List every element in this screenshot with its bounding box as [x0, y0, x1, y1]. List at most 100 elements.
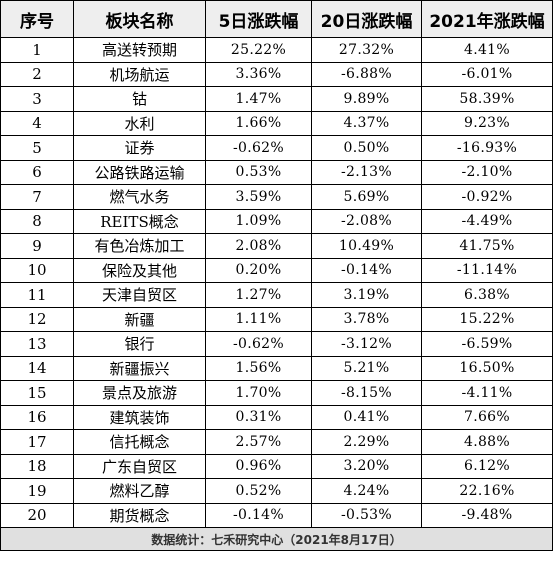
row-index-cell: 5 [0, 135, 74, 161]
change-2021-cell: -4.11% [421, 380, 553, 406]
change-5d-cell: 0.52% [205, 478, 312, 504]
sector-name-cell: 燃料乙醇 [73, 478, 206, 504]
sector-name-cell: 水利 [73, 110, 206, 136]
change-5d-cell: 1.70% [205, 380, 312, 406]
data-source-note: 数据统计：七禾研究中心（2021年8月17日） [0, 527, 553, 551]
change-20d-cell: 9.89% [311, 86, 422, 112]
change-5d-cell: 1.47% [205, 86, 312, 112]
row-index-cell: 6 [0, 159, 74, 185]
change-2021-cell: 6.38% [421, 282, 553, 308]
sector-name-cell: 天津自贸区 [73, 282, 206, 308]
change-2021-cell: 58.39% [421, 86, 553, 112]
table-row: 11 天津自贸区 1.27% 3.19% 6.38% [0, 282, 553, 308]
change-20d-cell: -2.08% [311, 208, 422, 234]
header-20d-change: 20日涨跌幅 [311, 0, 422, 38]
change-20d-cell: 5.21% [311, 355, 422, 381]
change-20d-cell: -0.14% [311, 257, 422, 283]
row-index-cell: 2 [0, 61, 74, 87]
sector-name-cell: 建筑装饰 [73, 404, 206, 430]
change-5d-cell: 1.27% [205, 282, 312, 308]
footer-row: 数据统计：七禾研究中心（2021年8月17日） [0, 527, 553, 551]
change-2021-cell: -6.01% [421, 61, 553, 87]
header-2021-change: 2021年涨跌幅 [421, 0, 553, 38]
change-2021-cell: -2.10% [421, 159, 553, 185]
change-20d-cell: -6.88% [311, 61, 422, 87]
change-2021-cell: -6.59% [421, 331, 553, 357]
change-2021-cell: 9.23% [421, 110, 553, 136]
change-5d-cell: 2.57% [205, 429, 312, 455]
header-row: 序号 板块名称 5日涨跌幅 20日涨跌幅 2021年涨跌幅 [0, 0, 553, 38]
sector-name-cell: 广东自贸区 [73, 453, 206, 479]
change-2021-cell: 7.66% [421, 404, 553, 430]
sector-name-cell: 新疆振兴 [73, 355, 206, 381]
change-5d-cell: 1.09% [205, 208, 312, 234]
change-2021-cell: -16.93% [421, 135, 553, 161]
row-index-cell: 11 [0, 282, 74, 308]
sector-name-cell: 公路铁路运输 [73, 159, 206, 185]
table-row: 20 期货概念 -0.14% -0.53% -9.48% [0, 502, 553, 528]
change-2021-cell: 6.12% [421, 453, 553, 479]
header-sector-name: 板块名称 [73, 0, 206, 38]
change-5d-cell: 2.08% [205, 233, 312, 259]
change-20d-cell: 10.49% [311, 233, 422, 259]
change-5d-cell: 3.59% [205, 184, 312, 210]
change-5d-cell: 1.11% [205, 306, 312, 332]
row-index-cell: 12 [0, 306, 74, 332]
change-20d-cell: 3.78% [311, 306, 422, 332]
table-row: 9 有色冶炼加工 2.08% 10.49% 41.75% [0, 233, 553, 259]
sector-name-cell: 信托概念 [73, 429, 206, 455]
table-row: 7 燃气水务 3.59% 5.69% -0.92% [0, 184, 553, 210]
change-5d-cell: -0.62% [205, 331, 312, 357]
row-index-cell: 1 [0, 37, 74, 63]
row-index-cell: 19 [0, 478, 74, 504]
sector-name-cell: 有色冶炼加工 [73, 233, 206, 259]
table-row: 8 REITS概念 1.09% -2.08% -4.49% [0, 208, 553, 234]
sector-name-cell: 银行 [73, 331, 206, 357]
row-index-cell: 8 [0, 208, 74, 234]
row-index-cell: 17 [0, 429, 74, 455]
change-2021-cell: -4.49% [421, 208, 553, 234]
table-row: 17 信托概念 2.57% 2.29% 4.88% [0, 429, 553, 455]
change-2021-cell: 41.75% [421, 233, 553, 259]
table-row: 10 保险及其他 0.20% -0.14% -11.14% [0, 257, 553, 283]
sector-name-cell: 保险及其他 [73, 257, 206, 283]
change-2021-cell: 15.22% [421, 306, 553, 332]
sector-name-cell: 高送转预期 [73, 37, 206, 63]
table-row: 18 广东自贸区 0.96% 3.20% 6.12% [0, 453, 553, 479]
table-body: 1 高送转预期 25.22% 27.32% 4.41% 2 机场航运 3.36% -6.88% -… [0, 37, 553, 528]
change-5d-cell: -0.14% [205, 502, 312, 528]
change-20d-cell: -0.53% [311, 502, 422, 528]
sector-name-cell: 景点及旅游 [73, 380, 206, 406]
change-2021-cell: 22.16% [421, 478, 553, 504]
sector-name-cell: 钴 [73, 86, 206, 112]
sector-name-cell: 燃气水务 [73, 184, 206, 210]
change-5d-cell: 0.20% [205, 257, 312, 283]
change-2021-cell: -11.14% [421, 257, 553, 283]
row-index-cell: 13 [0, 331, 74, 357]
sector-name-cell: 新疆 [73, 306, 206, 332]
change-5d-cell: 1.66% [205, 110, 312, 136]
change-2021-cell: -0.92% [421, 184, 553, 210]
row-index-cell: 18 [0, 453, 74, 479]
table-row: 1 高送转预期 25.22% 27.32% 4.41% [0, 37, 553, 63]
change-20d-cell: -3.12% [311, 331, 422, 357]
change-2021-cell: 16.50% [421, 355, 553, 381]
row-index-cell: 7 [0, 184, 74, 210]
table-row: 3 钴 1.47% 9.89% 58.39% [0, 86, 553, 112]
row-index-cell: 10 [0, 257, 74, 283]
sector-name-cell: 期货概念 [73, 502, 206, 528]
change-2021-cell: 4.41% [421, 37, 553, 63]
table-row: 15 景点及旅游 1.70% -8.15% -4.11% [0, 380, 553, 406]
row-index-cell: 9 [0, 233, 74, 259]
table-row: 12 新疆 1.11% 3.78% 15.22% [0, 306, 553, 332]
table-row: 14 新疆振兴 1.56% 5.21% 16.50% [0, 355, 553, 381]
row-index-cell: 20 [0, 502, 74, 528]
sector-name-cell: 机场航运 [73, 61, 206, 87]
change-2021-cell: -9.48% [421, 502, 553, 528]
change-5d-cell: 1.56% [205, 355, 312, 381]
change-20d-cell: 4.24% [311, 478, 422, 504]
change-20d-cell: -2.13% [311, 159, 422, 185]
change-5d-cell: 0.31% [205, 404, 312, 430]
table-row: 2 机场航运 3.36% -6.88% -6.01% [0, 61, 553, 87]
